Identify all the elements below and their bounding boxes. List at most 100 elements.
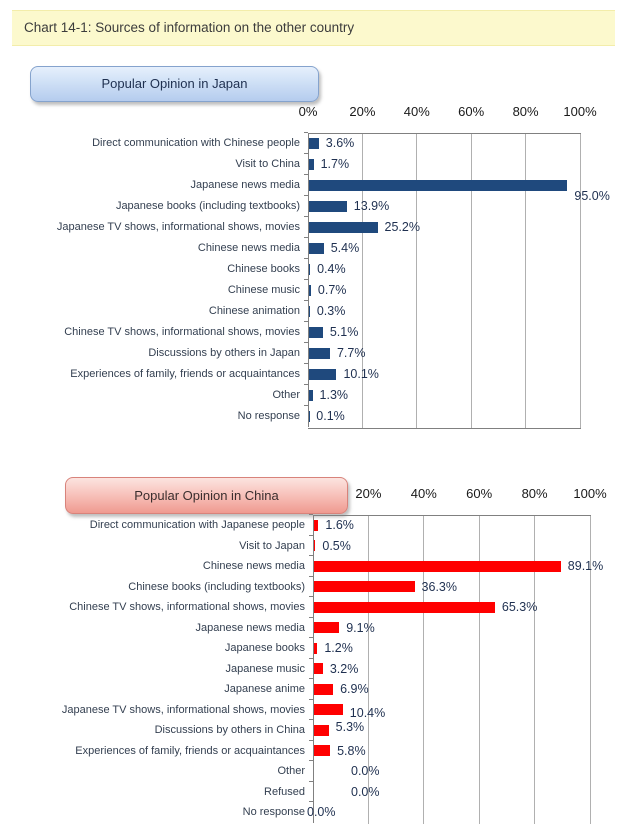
chart-row: Japanese books 1.2%: [0, 637, 627, 659]
japan-bar-rows: Direct communication with Chinese people…: [0, 132, 627, 427]
category-label: Direct communication with Chinese people: [92, 137, 300, 149]
category-label: Visit to Japan: [239, 539, 305, 552]
axis-tick-label: 40%: [403, 104, 430, 119]
bar: [314, 622, 340, 634]
chart-row: Experiences of family, friends or acquai…: [0, 739, 627, 761]
japan-x-axis-ticks: 0% 20% 40% 60% 80% 100%: [299, 104, 597, 122]
gridline: [367, 516, 369, 824]
chart-row: Chinese music 0.7%: [0, 279, 627, 301]
value-label: 5.8%: [337, 743, 366, 758]
bar-track: 0.1%: [304, 405, 581, 427]
value-label: 1.2%: [324, 641, 353, 655]
bar-track: 1.2%: [309, 637, 591, 659]
axis-tick-label: 20%: [349, 104, 376, 119]
chart-row: Japanese music 3.2%: [0, 657, 627, 679]
bar-track: 0.5%: [309, 534, 591, 556]
chart-row: Visit to Japan 0.5%: [0, 534, 627, 556]
axis-tick-label: 100%: [573, 486, 607, 501]
value-label: 0.4%: [317, 262, 346, 276]
bar: [314, 519, 319, 531]
bar-track: 1.3%: [304, 384, 581, 406]
category-label: Discussions by others in Japan: [148, 347, 300, 359]
chart-row: Chinese news media 5.4%: [0, 237, 627, 259]
value-label: 0.5%: [322, 538, 351, 553]
bar: [314, 642, 318, 654]
chart-row: Discussions by others in Japan 7.7%: [0, 342, 627, 364]
gridline: [590, 516, 591, 824]
category-label: Japanese anime: [224, 683, 305, 695]
category-label: Japanese books: [224, 642, 305, 654]
value-label: 0.0%: [307, 805, 336, 819]
chart-row: Japanese TV shows, informational shows, …: [0, 216, 627, 238]
bar: [309, 285, 311, 296]
japan-chart-title-button: Popular Opinion in Japan: [30, 66, 319, 102]
bar: [314, 704, 343, 716]
chart-row: Chinese books (including textbooks) 36.3%: [0, 575, 627, 597]
value-label: 5.4%: [330, 241, 360, 255]
category-label: Visit to China: [235, 158, 300, 170]
category-label: Chinese books (including textbooks): [128, 580, 305, 593]
value-label: 1.7%: [320, 157, 350, 171]
gridline: [423, 516, 425, 824]
bar: [309, 138, 319, 149]
category-label: Refused: [264, 785, 305, 798]
bar: [314, 683, 334, 695]
bar-track: 7.7%: [304, 342, 581, 364]
value-label: 10.4%: [349, 705, 386, 720]
chart-row: Chinese TV shows, informational shows, m…: [0, 321, 627, 343]
value-label: 0.0%: [351, 764, 380, 778]
category-label: Experiences of family, friends or acquai…: [70, 368, 300, 380]
chart-row: Japanese TV shows, informational shows, …: [0, 698, 627, 720]
bar-track: 0.0%: [309, 760, 591, 782]
bar-track: 5.4%: [304, 237, 581, 259]
bar: [314, 663, 323, 675]
value-label: 36.3%: [421, 579, 457, 594]
category-label: Japanese music: [225, 662, 306, 675]
category-label: Discussions by others in China: [154, 724, 305, 736]
chart-row: Japanese books (including textbooks) 13.9…: [0, 195, 627, 217]
bar-track: 5.3%: [309, 719, 591, 741]
value-label: 0.3%: [316, 304, 346, 318]
bar-track: 0.3%: [304, 300, 581, 322]
china-chart-title-button: Popular Opinion in China: [65, 477, 348, 514]
chart-row: No response 0.0%: [0, 801, 627, 823]
bar-track: 89.1%: [309, 555, 603, 577]
bar-track: 3.2%: [309, 657, 591, 679]
value-label: 1.6%: [325, 518, 354, 532]
chart-row: Japanese anime 6.9%: [0, 678, 627, 700]
china-plot-area: [313, 515, 591, 824]
axis-tick-label: 80%: [521, 486, 548, 501]
category-label: No response: [242, 806, 305, 818]
gridline: [534, 516, 536, 824]
value-label: 7.7%: [336, 346, 366, 360]
bar-track: 0.7%: [304, 279, 581, 301]
bar: [314, 540, 316, 552]
axis-tick-label: 100%: [563, 104, 597, 119]
axis-tick-label: 60%: [458, 104, 485, 119]
category-label: Chinese TV shows, informational shows, m…: [64, 326, 300, 338]
value-label: 89.1%: [567, 559, 604, 573]
chart-row: Chinese books 0.4%: [0, 258, 627, 280]
bar-track: 13.9%: [304, 195, 581, 217]
bar-track: 0.0%: [307, 801, 591, 823]
bar-track: 9.1%: [309, 616, 591, 638]
category-label: Japanese news media: [190, 179, 300, 191]
bar: [314, 745, 331, 757]
gridline: [580, 134, 581, 428]
gridline: [525, 134, 527, 428]
category-label: Japanese news media: [195, 621, 305, 634]
chart-row: Other 1.3%: [0, 384, 627, 406]
axis-tick-label: 20%: [355, 486, 382, 501]
category-label: Chinese news media: [202, 560, 305, 572]
bar-track: 10.4%: [309, 698, 591, 720]
chart-row: Discussions by others in China 5.3%: [0, 719, 627, 741]
axis-tick-label: 80%: [512, 104, 539, 119]
category-label: Japanese TV shows, informational shows, …: [61, 703, 305, 716]
bar-track: 5.8%: [309, 739, 591, 761]
bar: [314, 560, 561, 572]
gridline: [470, 134, 472, 428]
bar: [314, 724, 329, 736]
chart-title-band: Chart 14-1: Sources of information on th…: [12, 10, 615, 46]
chart-row: Direct communication with Chinese people…: [0, 132, 627, 154]
bar: [309, 264, 311, 275]
